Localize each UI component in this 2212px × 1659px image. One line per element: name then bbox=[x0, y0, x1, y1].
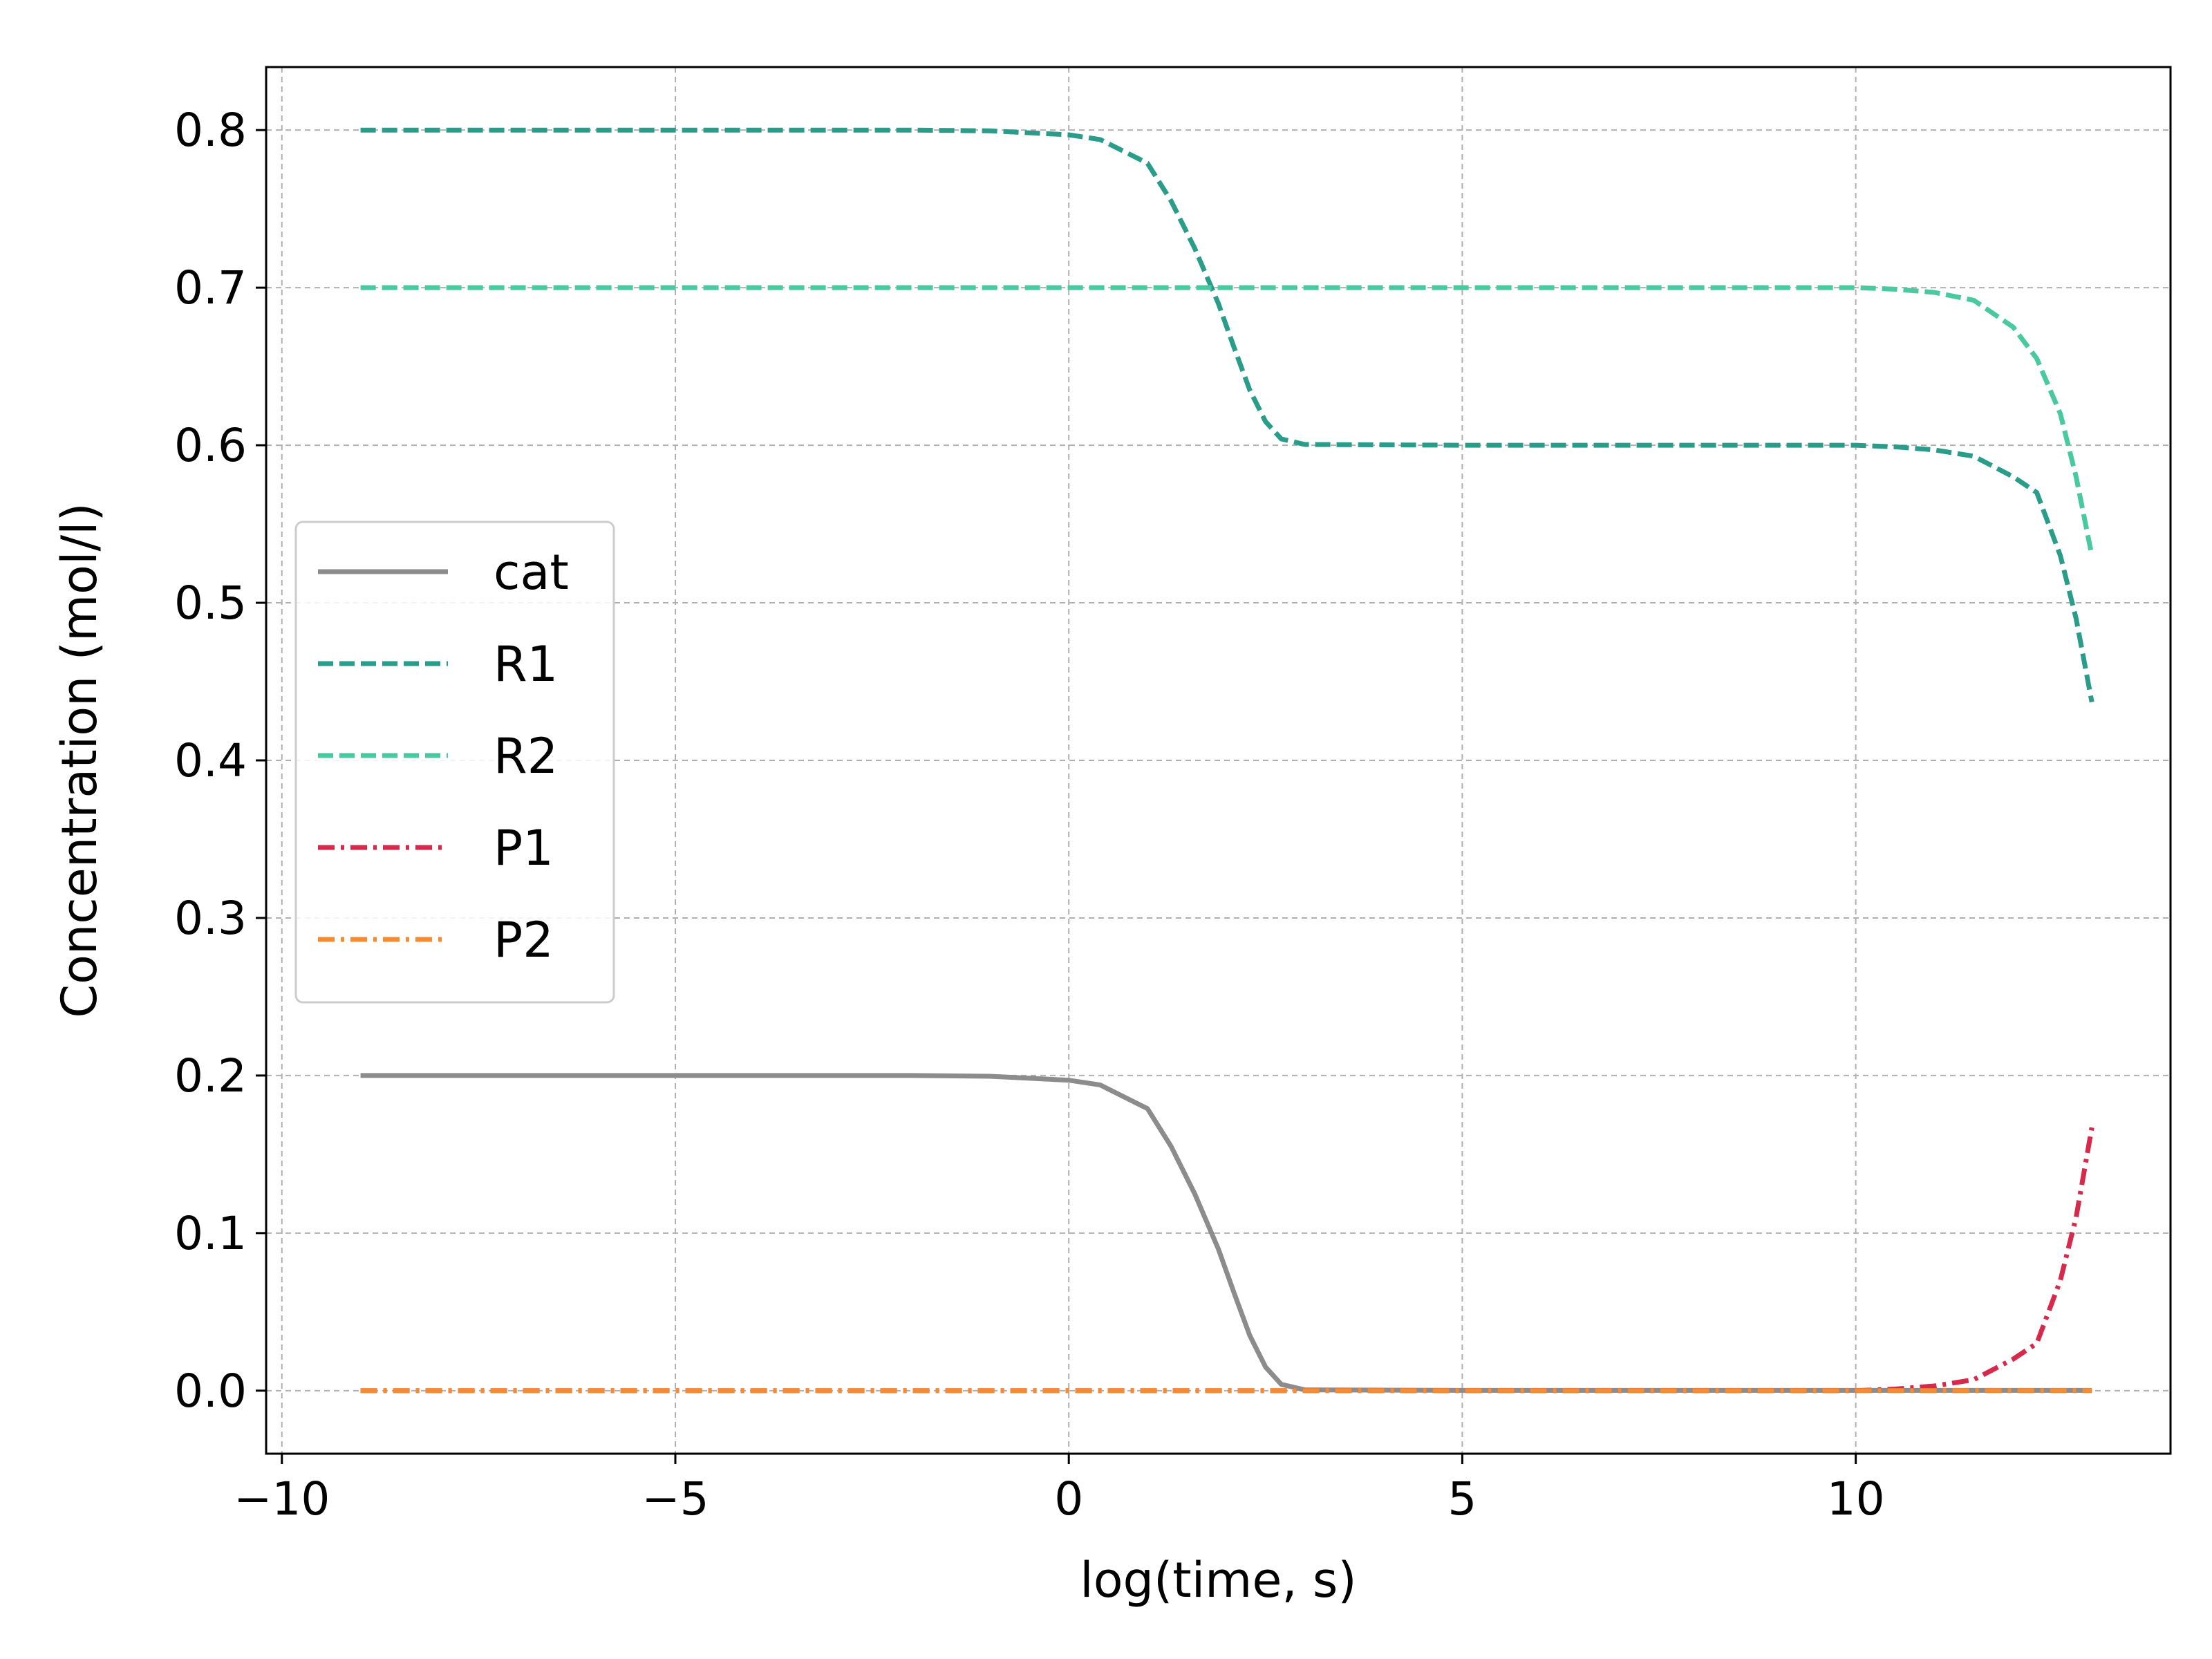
x-tick-label: 5 bbox=[1447, 1472, 1477, 1526]
y-tick-label: 0.2 bbox=[174, 1049, 247, 1103]
y-tick-label: 0.3 bbox=[174, 892, 247, 945]
legend-label-r1: R1 bbox=[494, 636, 558, 693]
y-axis-label: Concentration (mol/l) bbox=[51, 503, 108, 1018]
y-tick-label: 0.8 bbox=[174, 104, 247, 157]
y-tick-label: 0.5 bbox=[174, 577, 247, 630]
legend-box bbox=[294, 521, 615, 1004]
x-tick-label: −5 bbox=[641, 1472, 709, 1526]
legend-label-p1: P1 bbox=[494, 820, 554, 877]
series-line-r1 bbox=[360, 127, 2094, 703]
y-tick-label: 0.1 bbox=[174, 1207, 247, 1260]
x-tick-label: 10 bbox=[1827, 1472, 1885, 1526]
legend-label-cat: cat bbox=[494, 544, 569, 601]
axis-ticks: −10 −5 0 5 10 0.0 0.1 0.2 0.3 0.4 0.5 0.6 0.7 0.8 bbox=[174, 104, 1885, 1526]
x-tick-label: 0 bbox=[1054, 1472, 1083, 1526]
y-tick-label: 0.4 bbox=[174, 734, 247, 787]
legend-label-r2: R2 bbox=[494, 728, 558, 785]
y-tick-label: 0.7 bbox=[174, 261, 247, 315]
legend: cat R1 R2 P1 P2 bbox=[294, 521, 615, 1004]
x-axis-label: log(time, s) bbox=[1080, 1552, 1356, 1609]
legend-label-p2: P2 bbox=[494, 912, 554, 968]
x-tick-label: −10 bbox=[234, 1472, 330, 1526]
y-tick-label: 0.6 bbox=[174, 419, 247, 472]
y-tick-label: 0.0 bbox=[174, 1365, 247, 1418]
series-line-r2 bbox=[360, 285, 2094, 556]
plot-series-group bbox=[360, 127, 2094, 1394]
grid-lines bbox=[266, 67, 2171, 1454]
